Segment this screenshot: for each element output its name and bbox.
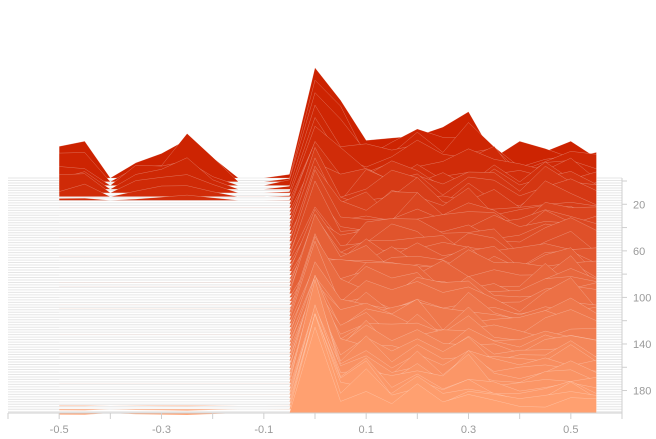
y-tick-label: 100 <box>633 292 651 304</box>
x-axis: -0.5 -0.3 -0.1 0.1 0.3 0.5 <box>7 412 623 436</box>
x-tick-label: 0.1 <box>359 424 374 436</box>
x-tick-label: -0.5 <box>50 424 69 436</box>
ridge-area <box>58 326 597 416</box>
ridge-area <box>58 313 597 411</box>
x-tick-label: 0.3 <box>461 424 476 436</box>
x-tick-label: -0.3 <box>152 424 171 436</box>
x-tick-label: -0.1 <box>254 424 273 436</box>
y-tick-label: 20 <box>633 199 645 211</box>
ridge-series <box>58 67 597 416</box>
y-tick-label: 180 <box>633 386 651 398</box>
y-tick-label: 140 <box>633 339 651 351</box>
y-axis: 20 60 100 140 180 <box>621 178 651 413</box>
y-tick-label: 60 <box>633 246 645 258</box>
x-tick-label: 0.5 <box>563 424 578 436</box>
